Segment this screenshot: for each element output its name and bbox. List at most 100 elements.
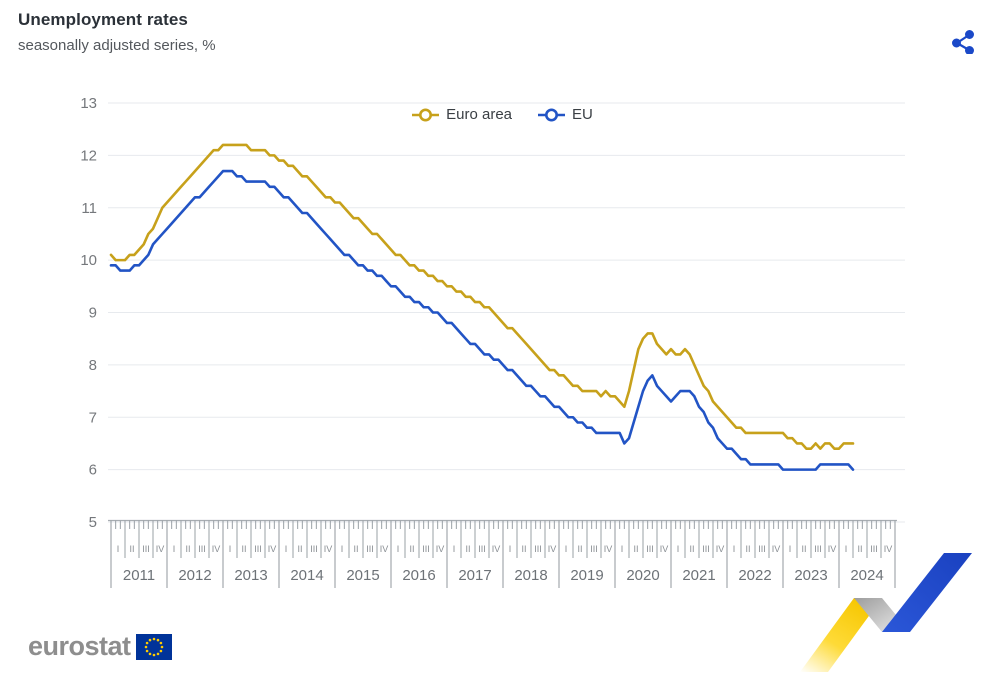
share-icon xyxy=(952,30,974,54)
quarter-label: II xyxy=(241,544,246,554)
quarter-label: III xyxy=(198,544,206,554)
quarter-label: II xyxy=(409,544,414,554)
eurostat-logo: eurostat xyxy=(28,633,172,660)
quarter-label: IV xyxy=(324,544,333,554)
quarter-label: I xyxy=(285,544,288,554)
legend-marker-eu xyxy=(538,108,566,121)
quarter-label: IV xyxy=(828,544,837,554)
quarter-label: I xyxy=(677,544,680,554)
quarter-label: IV xyxy=(436,544,445,554)
quarter-label: IV xyxy=(772,544,781,554)
legend-item-euro-area[interactable]: Euro area xyxy=(412,106,512,123)
quarter-label: III xyxy=(646,544,654,554)
eu-flag-stars xyxy=(144,637,163,656)
quarter-label: I xyxy=(229,544,232,554)
eurostat-wordmark: eurostat xyxy=(28,631,131,661)
year-label: 2020 xyxy=(626,567,659,584)
year-label: 2011 xyxy=(123,567,155,584)
legend-item-eu[interactable]: EU xyxy=(538,106,593,123)
quarter-label: I xyxy=(565,544,568,554)
year-label: 2012 xyxy=(178,567,211,584)
quarter-label: III xyxy=(142,544,150,554)
quarter-label: III xyxy=(870,544,878,554)
quarter-label: III xyxy=(758,544,766,554)
quarter-label: I xyxy=(397,544,400,554)
quarter-label: II xyxy=(577,544,582,554)
year-label: 2015 xyxy=(346,567,379,584)
y-axis-label: 5 xyxy=(89,514,97,531)
y-axis-label: 8 xyxy=(89,357,97,374)
quarter-label: IV xyxy=(156,544,165,554)
y-axis-label: 10 xyxy=(80,252,97,269)
quarter-label: IV xyxy=(492,544,501,554)
quarter-label: I xyxy=(453,544,456,554)
quarter-label: II xyxy=(689,544,694,554)
series-line-eu[interactable] xyxy=(109,169,855,471)
year-label: 2014 xyxy=(290,567,323,584)
year-label: 2017 xyxy=(458,567,491,584)
quarter-label: I xyxy=(789,544,792,554)
quarter-label: III xyxy=(814,544,822,554)
legend-marker-euro-area xyxy=(412,108,440,121)
quarter-label: I xyxy=(509,544,512,554)
quarter-label: II xyxy=(521,544,526,554)
legend-label-eu: EU xyxy=(572,106,593,123)
quarter-label: IV xyxy=(548,544,557,554)
chart-title: Unemployment rates xyxy=(18,10,188,29)
y-axis-label: 11 xyxy=(81,200,97,217)
share-button[interactable] xyxy=(947,26,979,58)
quarter-label: I xyxy=(173,544,176,554)
quarter-label: IV xyxy=(212,544,221,554)
quarter-label: II xyxy=(297,544,302,554)
quarter-label: IV xyxy=(268,544,277,554)
quarter-label: III xyxy=(422,544,430,554)
quarter-label: IV xyxy=(660,544,669,554)
y-axis-label: 7 xyxy=(89,409,97,426)
year-label: 2018 xyxy=(514,567,547,584)
year-label: 2013 xyxy=(234,567,267,584)
year-label: 2022 xyxy=(738,567,771,584)
quarter-label: II xyxy=(745,544,750,554)
chart-legend: Euro area EU xyxy=(108,106,897,123)
quarter-label: II xyxy=(633,544,638,554)
quarter-label: I xyxy=(117,544,120,554)
quarter-label: IV xyxy=(604,544,613,554)
series-line-euro-area[interactable] xyxy=(109,143,855,450)
year-label: 2016 xyxy=(402,567,435,584)
quarter-label: III xyxy=(702,544,710,554)
quarter-label: II xyxy=(129,544,134,554)
legend-label-euro-area: Euro area xyxy=(446,106,513,123)
quarter-label: III xyxy=(254,544,262,554)
y-axis-label: 13 xyxy=(80,95,97,112)
quarter-label: I xyxy=(341,544,344,554)
year-label: 2019 xyxy=(570,567,603,584)
quarter-label: III xyxy=(366,544,374,554)
year-label: 2024 xyxy=(850,567,883,584)
quarter-label: I xyxy=(621,544,624,554)
year-label: 2023 xyxy=(794,567,827,584)
quarter-label: II xyxy=(857,544,862,554)
quarter-label: III xyxy=(534,544,542,554)
quarter-label: II xyxy=(185,544,190,554)
quarter-label: I xyxy=(733,544,736,554)
trend-zigzag-decoration xyxy=(800,553,972,672)
quarter-label: III xyxy=(590,544,598,554)
chart-header: Unemployment rates seasonally adjusted s… xyxy=(18,10,216,54)
quarter-label: III xyxy=(310,544,318,554)
y-axis-label: 9 xyxy=(89,305,97,322)
quarter-label: I xyxy=(845,544,848,554)
year-label: 2021 xyxy=(682,567,715,584)
quarter-label: IV xyxy=(716,544,725,554)
eu-flag-icon xyxy=(135,633,172,660)
y-axis-label: 12 xyxy=(80,147,97,164)
quarter-label: II xyxy=(801,544,806,554)
quarter-label: II xyxy=(353,544,358,554)
chart-subtitle: seasonally adjusted series, % xyxy=(18,37,216,54)
quarter-label: IV xyxy=(884,544,893,554)
quarter-label: IV xyxy=(380,544,389,554)
quarter-label: II xyxy=(465,544,470,554)
quarter-label: III xyxy=(478,544,486,554)
y-axis-label: 6 xyxy=(89,462,97,479)
